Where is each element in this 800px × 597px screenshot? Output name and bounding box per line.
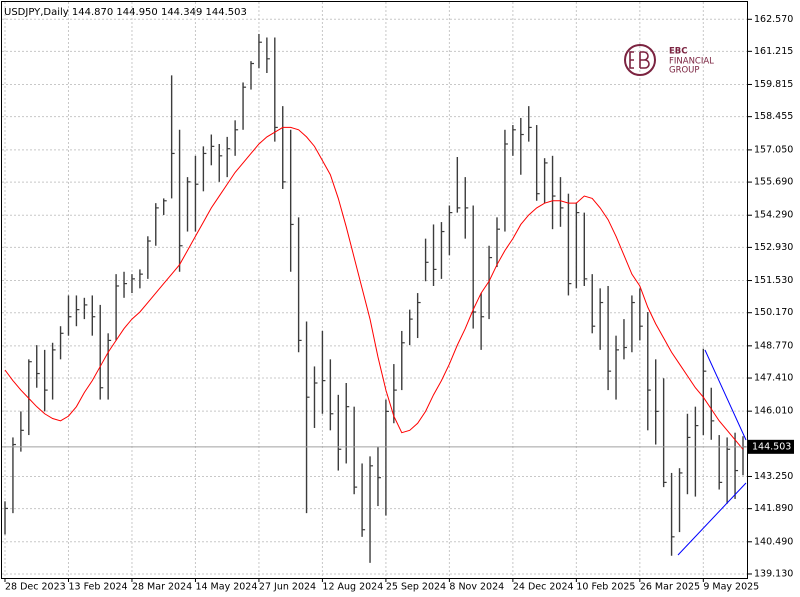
y-tick-label: 140.490 bbox=[754, 536, 793, 547]
x-tick-label: 8 Nov 2024 bbox=[449, 582, 504, 593]
marks bbox=[2, 33, 748, 563]
logo-text: GROUP bbox=[669, 66, 700, 76]
x-tick-label: 10 Feb 2025 bbox=[576, 582, 635, 593]
y-tick-label: 162.570 bbox=[754, 14, 793, 25]
y-tick-label: 143.250 bbox=[754, 471, 793, 482]
y-tick-label: 146.010 bbox=[754, 406, 793, 417]
y-tick-label: 148.770 bbox=[754, 340, 793, 351]
y-tick-label: 155.690 bbox=[754, 177, 793, 188]
logo-text: FINANCIAL bbox=[669, 57, 714, 67]
x-tick-label: 28 Dec 2023 bbox=[5, 582, 66, 593]
y-tick-label: 147.410 bbox=[754, 373, 793, 384]
x-tick-label: 26 Mar 2025 bbox=[640, 582, 700, 593]
current-price-box bbox=[748, 439, 794, 454]
trendline-lower bbox=[677, 482, 747, 556]
x-tick-label: 13 Feb 2024 bbox=[68, 582, 127, 593]
x-tick-label: 24 Dec 2024 bbox=[513, 582, 574, 593]
x-tick-label: 12 Aug 2024 bbox=[322, 582, 383, 593]
chart-title: USDJPY,Daily 144.870 144.950 144.349 144… bbox=[4, 7, 247, 18]
y-tick-label: 158.455 bbox=[754, 111, 793, 122]
current-price-label: 144.503 bbox=[752, 441, 791, 452]
y-tick-label: 139.130 bbox=[754, 568, 793, 579]
logo-ring bbox=[624, 44, 656, 76]
plot-border bbox=[1, 1, 748, 579]
x-tick-label: 25 Sep 2024 bbox=[386, 582, 446, 593]
y-tick-label: 152.930 bbox=[754, 242, 793, 253]
y-tick-label: 150.170 bbox=[754, 307, 793, 318]
x-tick-label: 9 May 2025 bbox=[703, 582, 759, 593]
logo-mark bbox=[629, 51, 650, 69]
x-tick-label: 14 May 2024 bbox=[195, 582, 257, 593]
y-tick-label: 141.890 bbox=[754, 503, 793, 514]
y-tick-label: 157.050 bbox=[754, 144, 793, 155]
x-tick-label: 28 Mar 2024 bbox=[132, 582, 192, 593]
y-tick-label: 159.815 bbox=[754, 79, 793, 90]
y-tick-label: 154.290 bbox=[754, 210, 793, 221]
logo-text: EBC bbox=[669, 47, 688, 57]
axes: 162.570 161.215 159.815 158.455 157.050 155.6… bbox=[4, 14, 794, 593]
moving-average bbox=[4, 126, 744, 450]
y-tick-label: 151.530 bbox=[754, 275, 793, 286]
trendline-upper bbox=[704, 349, 747, 441]
y-tick-label: 161.215 bbox=[754, 46, 793, 57]
x-tick-label: 27 Jun 2024 bbox=[259, 582, 316, 593]
logo: EBC FINANCIAL GROUP bbox=[624, 44, 714, 76]
